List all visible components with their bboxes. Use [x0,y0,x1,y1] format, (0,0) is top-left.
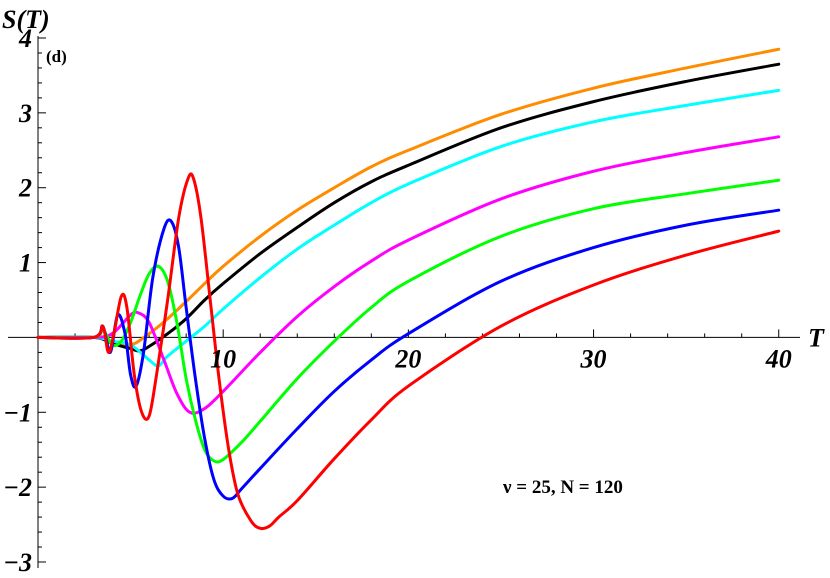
y-tick-label: 2 [18,174,32,203]
y-tick-label: 4 [18,24,32,53]
y-tick-label: −3 [3,548,32,577]
x-tick-label: 30 [580,344,607,373]
labels-layer: 10 20 30 40 −3 −2 −1 1 2 3 4 [3,24,792,577]
series-line-7 [36,172,781,531]
x-axis-title: T [808,323,825,352]
y-tick-label: 1 [19,249,32,278]
x-tick-label: 20 [394,344,421,373]
y-axis-title: S(T) [2,5,50,34]
parameter-annotation: ν = 25, N = 120 [502,477,623,498]
panel-label: (d) [46,47,67,66]
x-tick-label: 10 [210,344,236,373]
x-tick-label: 40 [765,344,792,373]
series-line-6 [36,208,781,501]
series-line-5 [36,178,781,464]
series-layer [36,47,781,531]
y-tick-label: 3 [18,99,32,128]
y-tick-label: −1 [3,398,32,427]
y-tick-label: −2 [3,473,32,502]
